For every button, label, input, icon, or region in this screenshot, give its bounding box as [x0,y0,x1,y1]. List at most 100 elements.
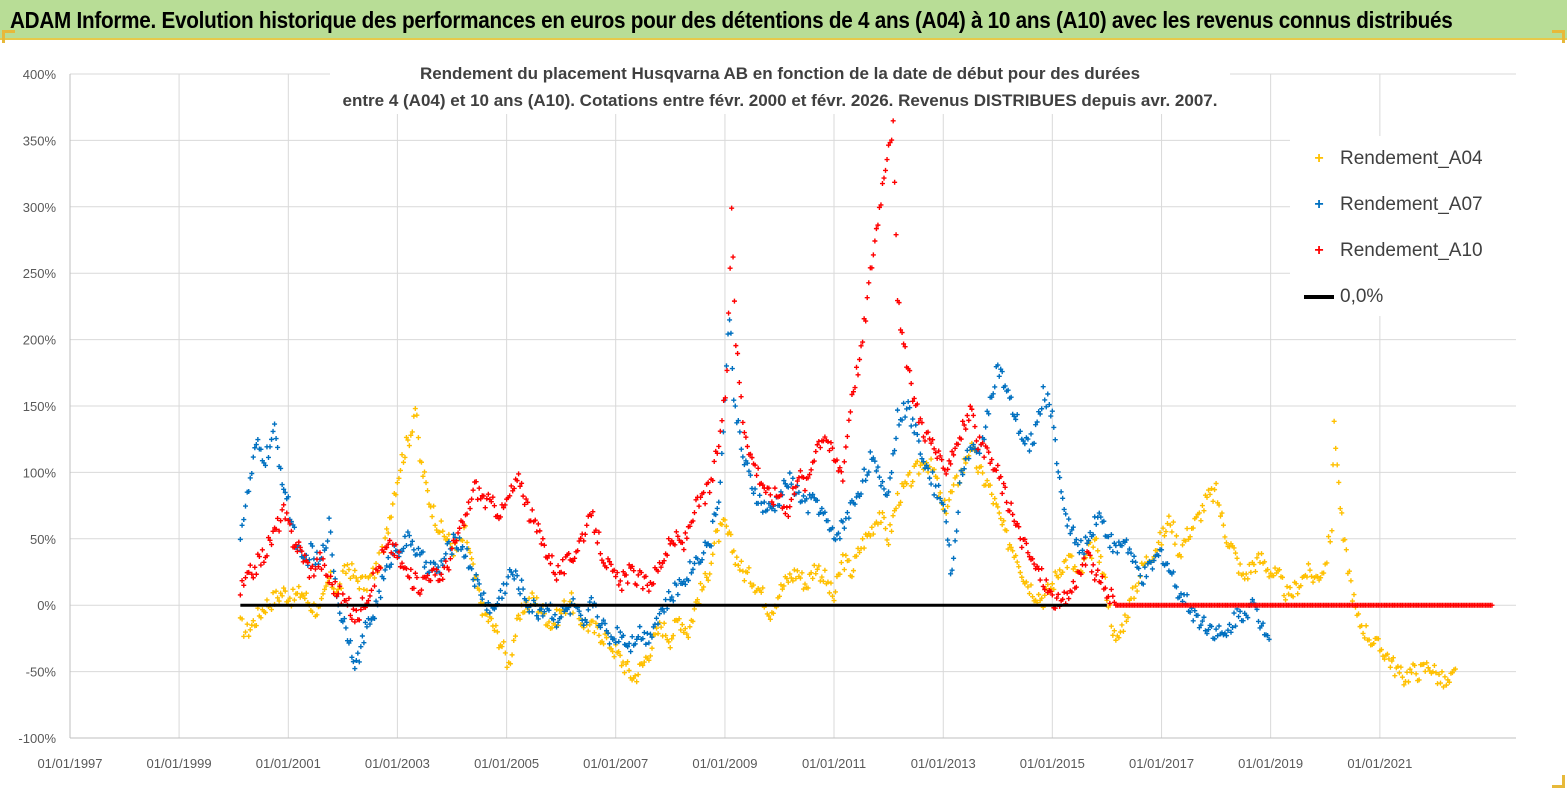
data-point [343,570,349,576]
data-point [382,535,388,541]
data-point [599,638,605,644]
data-point [341,616,347,622]
data-point [719,450,725,456]
data-point [297,544,303,550]
data-point [873,468,879,474]
data-point [1366,637,1372,643]
data-point [951,452,957,458]
data-point [788,575,794,581]
data-point [1195,612,1201,618]
data-point [1051,424,1057,430]
data-point [884,537,890,543]
data-point [961,422,967,428]
data-point [951,555,957,561]
data-point [441,533,447,539]
data-point [755,465,761,471]
data-point [866,280,872,286]
data-point [502,590,508,596]
data-point [273,588,279,594]
data-point [315,564,321,570]
data-point [910,416,916,422]
data-point [428,578,434,584]
data-point [434,567,440,573]
data-point [584,619,590,625]
data-point [294,548,300,554]
data-point [722,395,728,401]
data-point [955,509,961,515]
data-point [481,590,487,596]
data-point [1127,546,1133,552]
data-point [608,634,614,640]
data-point [702,501,708,507]
data-point [860,536,866,542]
data-point [1070,524,1076,530]
data-point [616,639,622,645]
data-point [634,636,640,642]
data-point [403,543,409,549]
data-point [738,558,744,564]
data-point [1389,658,1395,664]
data-point [1212,636,1218,642]
data-point [1443,682,1449,688]
data-point [1013,416,1019,422]
y-tick-label: 100% [23,465,57,480]
data-point [899,330,905,336]
data-point [908,483,914,489]
data-point [1122,612,1128,618]
legend-line-zero [1304,295,1334,299]
data-point [794,478,800,484]
data-point [919,456,925,462]
data-point [635,634,641,640]
data-point [537,528,543,534]
data-point [279,507,285,513]
data-point [670,633,676,639]
data-point [1380,653,1386,659]
data-point [1007,508,1013,514]
data-point [1176,594,1182,600]
data-point [770,610,776,616]
data-point [1149,566,1155,572]
data-point [975,469,981,475]
data-point [353,658,359,664]
data-point [1123,537,1129,543]
data-point [418,587,424,593]
data-point [1259,623,1265,629]
data-point [826,590,832,596]
data-point [291,544,297,550]
data-point [682,626,688,632]
data-point [983,424,989,430]
data-point [270,590,276,596]
data-point [652,632,658,638]
data-point [469,556,475,562]
data-point [992,384,998,390]
data-point [247,475,253,481]
y-tick-label: -50% [26,665,57,680]
data-point [361,640,367,646]
data-point [1046,402,1052,408]
data-point [945,466,951,472]
data-point [347,638,353,644]
data-point [1040,583,1046,589]
data-point [1187,609,1193,615]
data-point [512,633,518,639]
data-point [1086,538,1092,544]
data-point [822,509,828,515]
data-point [408,566,414,572]
data-point [384,545,390,551]
data-point [1315,574,1321,580]
data-point [452,534,458,540]
data-point [353,607,359,613]
data-point [1114,550,1120,556]
data-point [908,423,914,429]
data-point [1438,680,1444,686]
data-point [927,475,933,481]
data-point [1204,494,1210,500]
data-point [517,483,523,489]
data-point [939,457,945,463]
data-point [1022,441,1028,447]
data-point [287,595,293,601]
data-point [481,493,487,499]
data-point [1063,511,1069,517]
data-point [455,530,461,536]
data-point [663,597,669,603]
